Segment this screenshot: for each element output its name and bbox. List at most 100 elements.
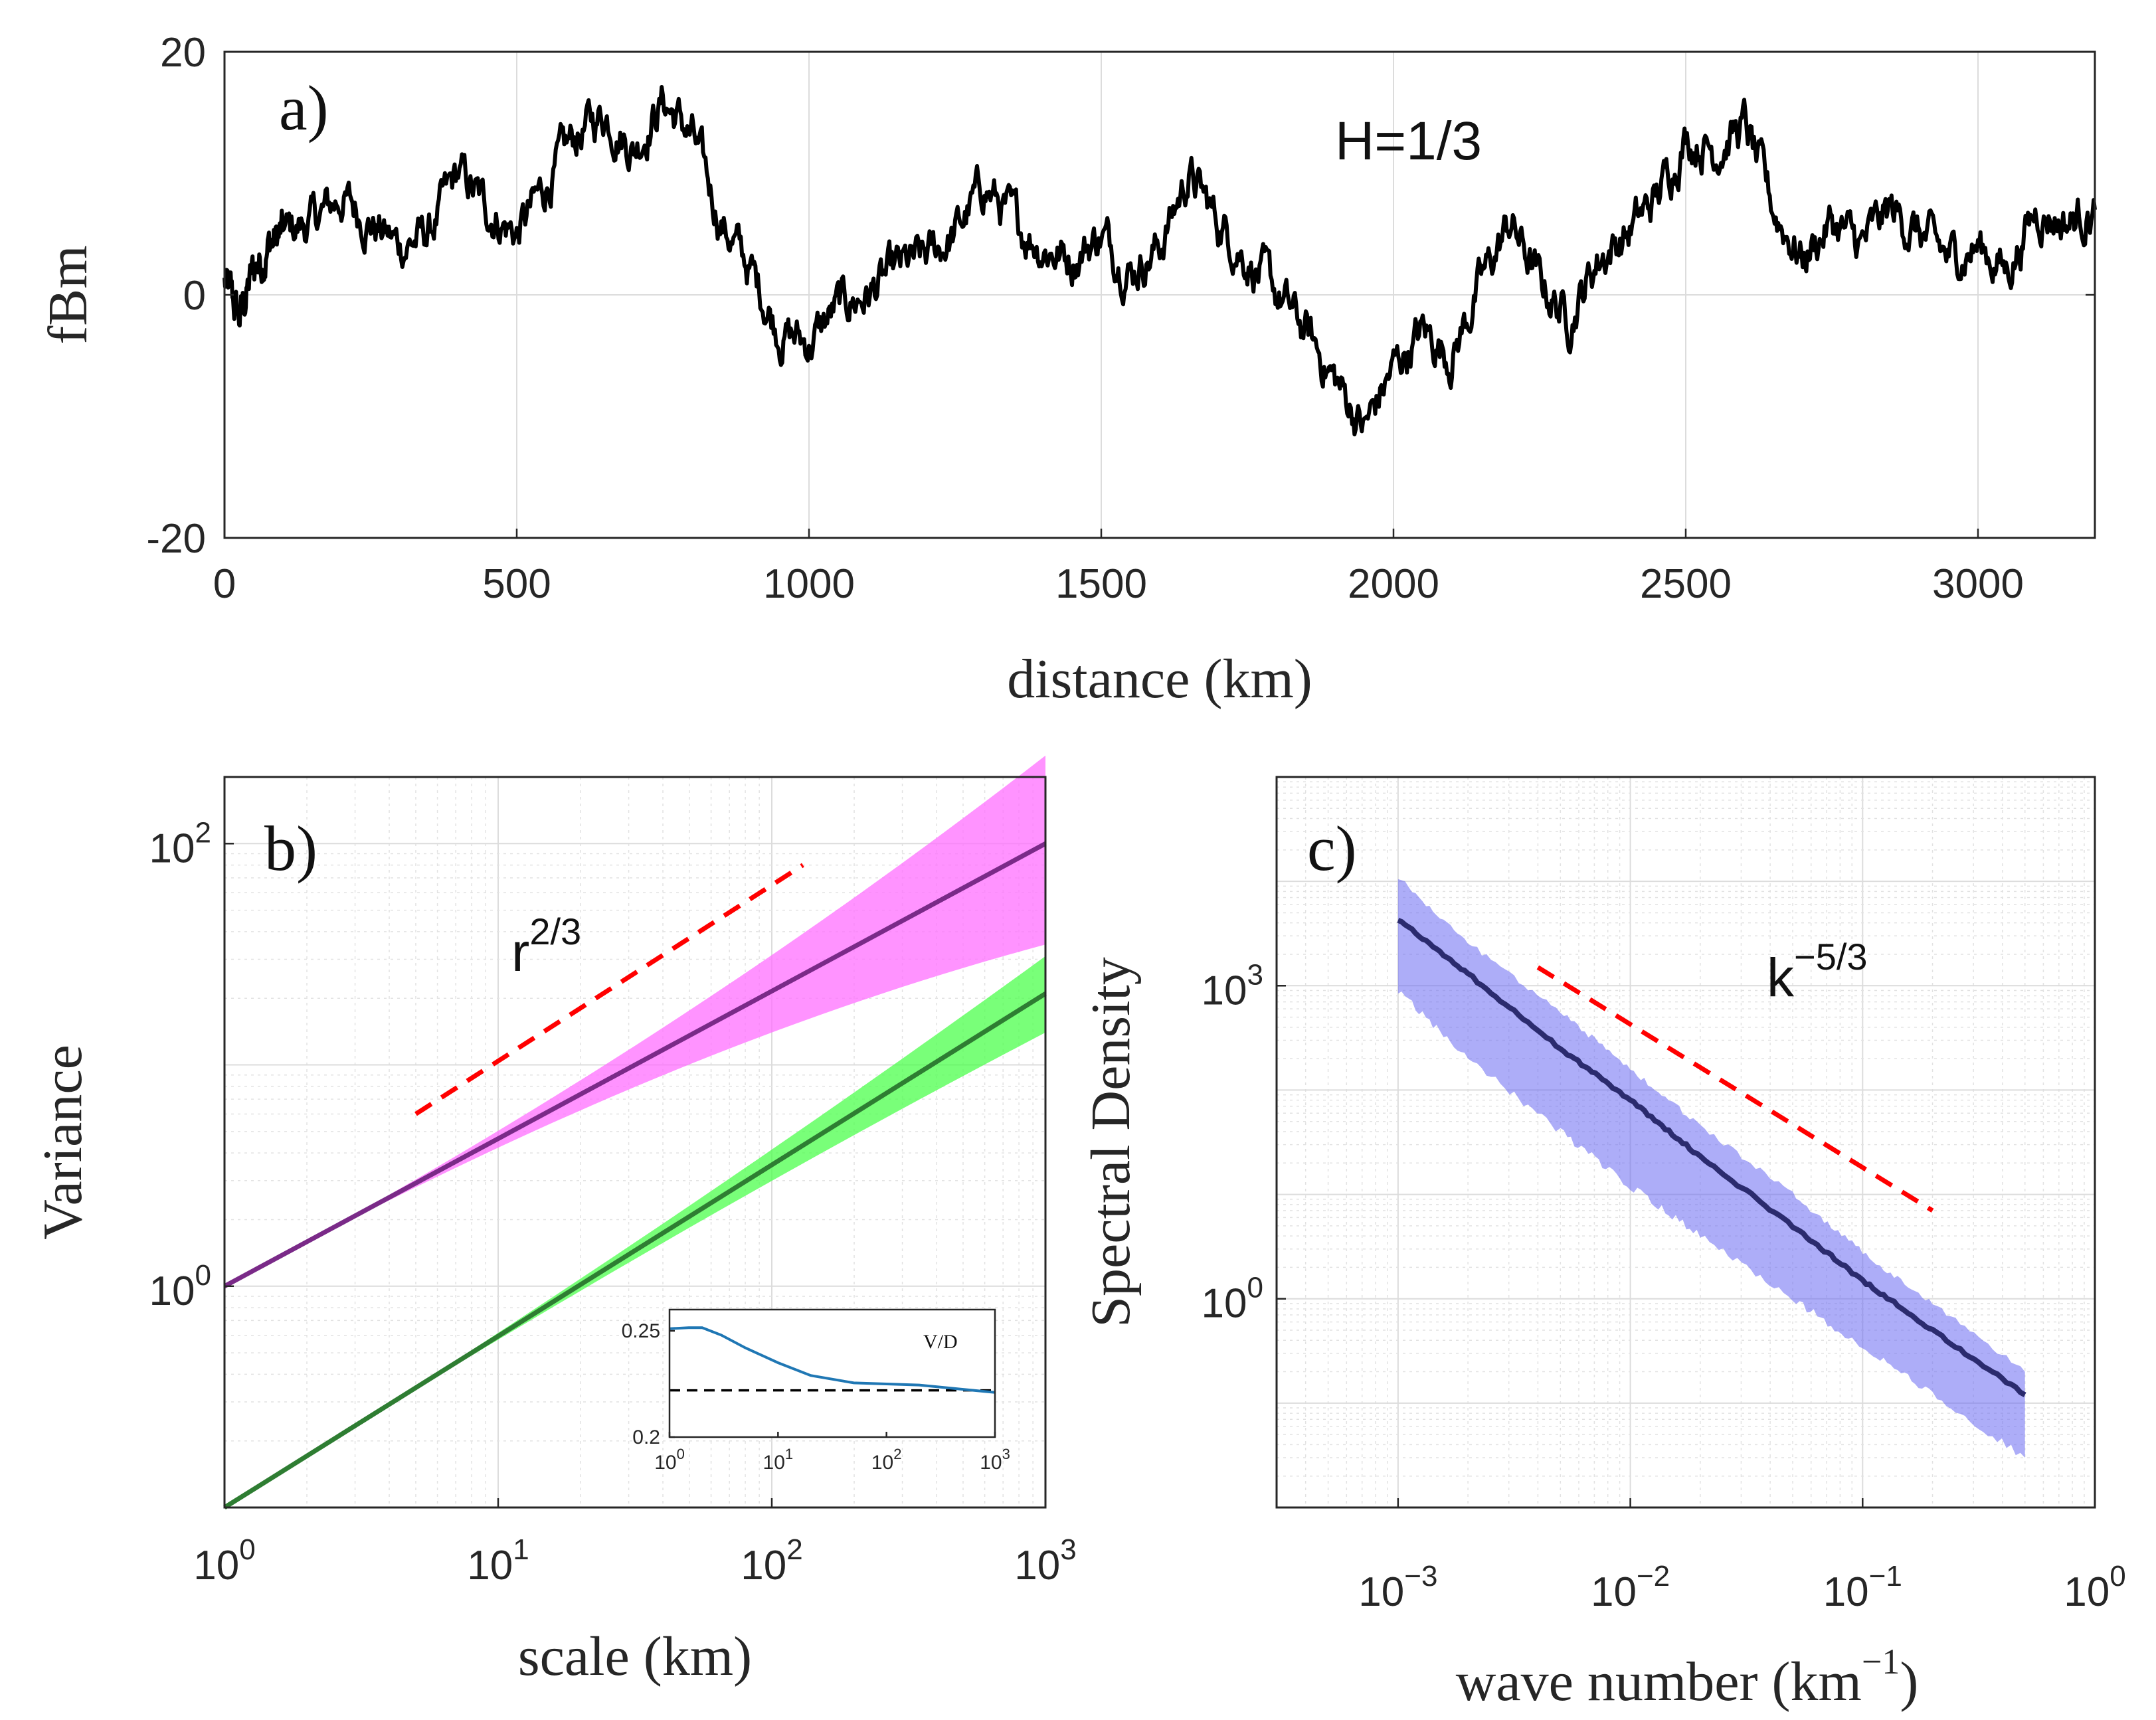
- inset-y-tick-label: 0.25: [622, 1320, 660, 1342]
- panel-b-label: b): [264, 813, 317, 884]
- inset-x-tick-label-base: 10: [980, 1452, 1002, 1474]
- panel-b-y-tick-label: 102: [149, 816, 211, 871]
- panel-a-label: a): [279, 72, 329, 143]
- vd-inset: 0.250.2 100 101 102 103 V/D: [622, 1308, 1010, 1474]
- panel-b-x-tick-label-exponent: 0: [239, 1533, 255, 1566]
- panel-b-x-axis-label: scale (km): [518, 1626, 752, 1687]
- panel-c-x-tick-label-exponent: −2: [1637, 1560, 1670, 1592]
- spectrum-band: [1397, 879, 2025, 1458]
- panel-c-y-tick-label-base: 10: [1202, 968, 1247, 1013]
- panel-a-y-tick-label: -20: [146, 516, 206, 562]
- panel-c-x-tick-label-base: 10: [1591, 1569, 1637, 1615]
- r-two-thirds-guide-line: [414, 863, 804, 1116]
- inset-x-tick-label-base: 10: [763, 1452, 785, 1474]
- hurst-annotation: H=1/3: [1335, 111, 1482, 171]
- panel-b-x-tick-label-base: 10: [1014, 1543, 1060, 1589]
- panel-a-x-tick-label: 0: [213, 561, 236, 607]
- inset-y-tick-label: 0.2: [632, 1426, 660, 1448]
- inset-x-ticks: 100 101 102 103: [654, 1432, 1010, 1474]
- panel-a-x-tick-label: 1000: [763, 561, 855, 607]
- inset-axes-box: [668, 1308, 996, 1438]
- panel-a-y-axis-label: fBm: [37, 245, 99, 344]
- panel-b-x-tick-label-base: 10: [467, 1543, 513, 1589]
- panel-b-y-tick-label: 100: [149, 1259, 211, 1314]
- panel-c-x-axis-label-text: wave number (km: [1456, 1651, 1862, 1713]
- inset-x-tick-label-base: 10: [654, 1452, 676, 1474]
- panel-b-x-tick-label-base: 10: [193, 1543, 239, 1589]
- panel-a-y-ticks: -20 0 20: [146, 30, 2095, 562]
- panel-c-x-tick-label-exponent: 0: [2110, 1560, 2125, 1592]
- k-minus-five-thirds-guide-line: [1536, 965, 1934, 1213]
- panel-c-axes-box: [1275, 776, 2096, 1509]
- panel-b-y-tick-label-exponent: 0: [195, 1259, 211, 1292]
- panel-c-x-tick-label: 10−2: [1591, 1560, 1670, 1615]
- inset-x-tick-label: 103: [980, 1446, 1010, 1474]
- panel-c-x-tick-label: 100: [2064, 1560, 2125, 1615]
- panel-a-grid: [224, 51, 2095, 539]
- panel-b-x-tick-label-exponent: 1: [513, 1533, 529, 1566]
- inset-x-tick-label: 101: [763, 1446, 794, 1474]
- inset-x-tick-label: 100: [654, 1446, 685, 1474]
- panel-b-y-tick-label-base: 10: [149, 1268, 195, 1314]
- panel-a-x-axis-label: distance (km): [1007, 648, 1312, 710]
- inset-x-tick-label-exponent: 1: [785, 1446, 793, 1462]
- inset-x-tick-label-base: 10: [871, 1452, 893, 1474]
- panel-a-x-tick-label: 3000: [1932, 561, 2024, 607]
- inset-x-tick-label-exponent: 0: [677, 1446, 685, 1462]
- panel-c-x-tick-label-base: 10: [1358, 1569, 1404, 1615]
- panel-c-x-tick-label-exponent: −3: [1404, 1560, 1437, 1592]
- spectrum-line: [1397, 918, 2026, 1397]
- panel-c-label: c): [1307, 813, 1357, 884]
- r-guide-exponent: 2/3: [529, 910, 581, 952]
- k-guide-label: k−5/3: [1767, 936, 1868, 1008]
- panel-b-axes-box: [223, 776, 1047, 1509]
- panel-c-x-tick-label-exponent: −1: [1869, 1560, 1902, 1592]
- panel-b-x-tick-label: 102: [741, 1533, 802, 1589]
- panel-a-x-ticks: 0 500 1000 1500 2000 2500 3000: [213, 529, 2024, 607]
- panel-c-x-ticks: 10−3 10−2 10−1 100: [1358, 1498, 2126, 1615]
- panel-b-y-tick-label-base: 10: [149, 825, 195, 871]
- panel-b-x-ticks: 100 101 102 103: [193, 1498, 1077, 1589]
- fbm-series-line: [223, 85, 2097, 437]
- panel-b-x-tick-label: 103: [1014, 1533, 1076, 1589]
- inset-vd-label: V/D: [923, 1331, 958, 1353]
- vd-ratio-line: [669, 1326, 996, 1394]
- panel-a-x-tick-label: 2000: [1348, 561, 1439, 607]
- inset-background: [670, 1310, 995, 1437]
- panel-a-y-tick-label: 20: [160, 30, 206, 76]
- panel-b-x-tick-label: 100: [193, 1533, 255, 1589]
- k-guide-base: k: [1767, 948, 1795, 1008]
- lower-variance-line: [223, 991, 1047, 1509]
- panel-a-y-tick-label: 0: [183, 273, 206, 319]
- panel-c-y-tick-label-exponent: 3: [1247, 958, 1263, 991]
- panel-b-x-tick-label: 101: [467, 1533, 529, 1589]
- inset-x-tick-label-exponent: 2: [893, 1446, 901, 1462]
- panel-b-y-tick-label-exponent: 2: [195, 816, 211, 849]
- panel-c-y-tick-label: 100: [1202, 1272, 1263, 1327]
- k-guide-exponent: −5/3: [1794, 936, 1868, 978]
- panel-c-x-axis-label-close: ): [1900, 1651, 1918, 1713]
- inset-x-tick-label-exponent: 3: [1002, 1446, 1010, 1462]
- panel-b-y-axis-label: Variance: [32, 1045, 94, 1240]
- panel-a-x-tick-label: 2500: [1640, 561, 1732, 607]
- panel-a-x-tick-label: 500: [482, 561, 551, 607]
- panel-c-y-tick-label: 103: [1202, 958, 1263, 1013]
- panel-c-y-axis-label: Spectral Density: [1080, 957, 1142, 1328]
- r-guide-base: r: [511, 922, 529, 983]
- panel-b-x-tick-label-exponent: 3: [1060, 1533, 1076, 1566]
- inset-y-ticks: 0.25 0.2: [622, 1320, 675, 1448]
- panel-c-x-tick-label: 10−1: [1823, 1560, 1902, 1615]
- upper-variance-line: [223, 841, 1047, 1288]
- panel-c-y-tick-label-exponent: 0: [1247, 1272, 1263, 1304]
- panel-c-x-tick-label-base: 10: [2064, 1569, 2110, 1615]
- panel-b-x-tick-label-exponent: 2: [786, 1533, 802, 1566]
- panel-c-x-axis-label-exponent: −1: [1862, 1642, 1900, 1681]
- panel-c-x-tick-label-base: 10: [1823, 1569, 1869, 1615]
- panel-b-x-tick-label-base: 10: [741, 1543, 786, 1589]
